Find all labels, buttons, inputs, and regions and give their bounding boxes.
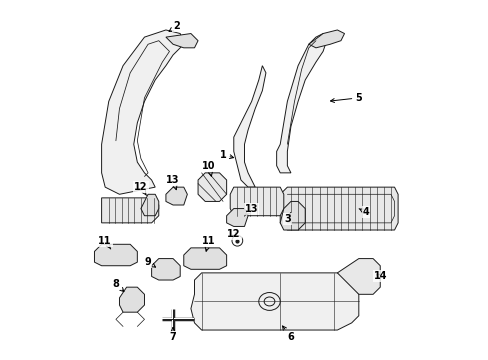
Polygon shape bbox=[165, 187, 187, 205]
Polygon shape bbox=[198, 173, 226, 202]
Text: 3: 3 bbox=[284, 213, 290, 224]
Polygon shape bbox=[233, 66, 265, 187]
Text: 11: 11 bbox=[202, 236, 215, 251]
Text: 11: 11 bbox=[98, 236, 112, 249]
Polygon shape bbox=[119, 287, 144, 312]
Text: 9: 9 bbox=[144, 257, 155, 267]
Text: 13: 13 bbox=[166, 175, 180, 190]
Polygon shape bbox=[337, 258, 380, 294]
Text: 12: 12 bbox=[134, 182, 147, 195]
Text: 4: 4 bbox=[358, 207, 368, 217]
Text: 2: 2 bbox=[169, 21, 180, 31]
Polygon shape bbox=[226, 208, 247, 226]
Text: 5: 5 bbox=[330, 93, 362, 103]
Polygon shape bbox=[230, 187, 283, 216]
Polygon shape bbox=[102, 198, 159, 223]
Text: 14: 14 bbox=[373, 271, 386, 282]
Polygon shape bbox=[276, 33, 326, 173]
Polygon shape bbox=[280, 187, 397, 230]
Text: 1: 1 bbox=[219, 150, 233, 160]
Text: 8: 8 bbox=[112, 279, 123, 292]
Polygon shape bbox=[151, 258, 180, 280]
Polygon shape bbox=[165, 33, 198, 48]
Text: 7: 7 bbox=[169, 328, 176, 342]
Polygon shape bbox=[141, 194, 159, 216]
Polygon shape bbox=[308, 30, 344, 48]
Polygon shape bbox=[280, 202, 305, 230]
Polygon shape bbox=[190, 273, 358, 330]
Text: 6: 6 bbox=[282, 326, 294, 342]
Text: 12: 12 bbox=[226, 229, 240, 239]
Text: 13: 13 bbox=[244, 203, 258, 215]
Text: 10: 10 bbox=[202, 161, 215, 176]
Polygon shape bbox=[102, 30, 183, 194]
Polygon shape bbox=[94, 244, 137, 266]
Polygon shape bbox=[183, 248, 226, 269]
